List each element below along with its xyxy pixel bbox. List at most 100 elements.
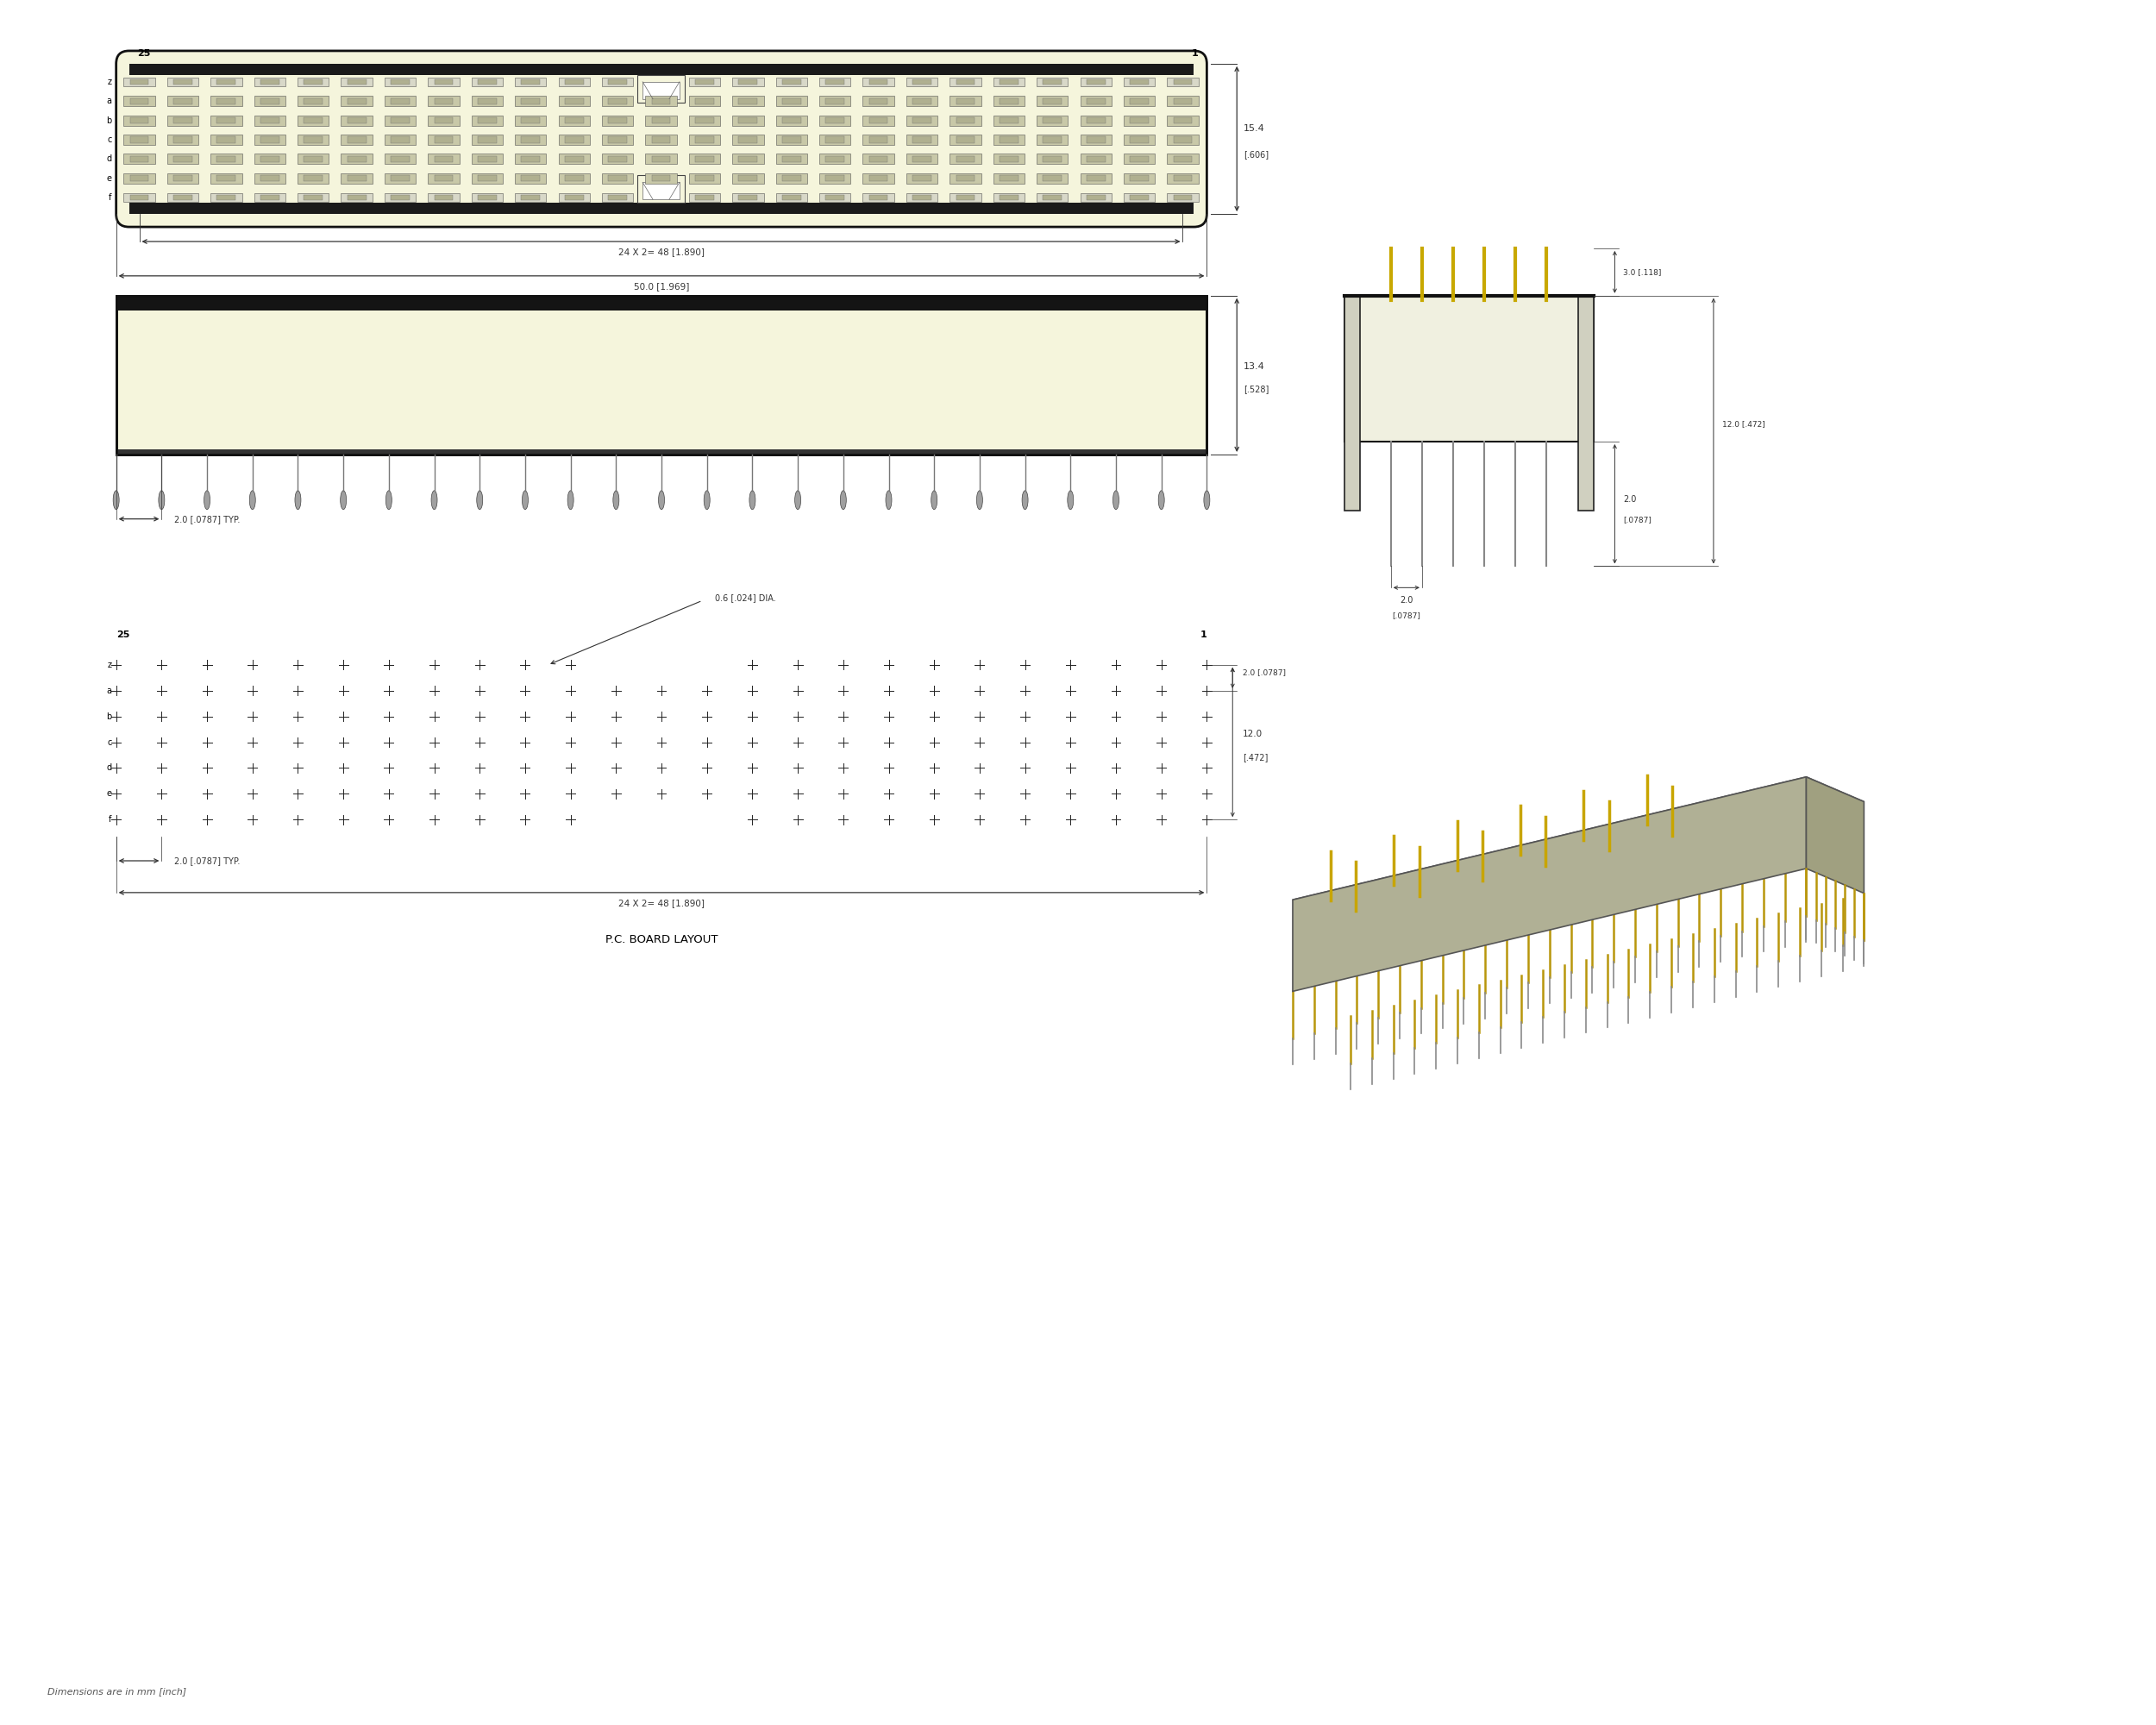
Bar [172,176,192,181]
Polygon shape [1807,776,1865,894]
Bar [1087,155,1106,162]
Bar [951,97,981,107]
Bar [515,135,545,145]
Bar [638,176,686,204]
Bar [602,97,634,107]
Bar [783,136,800,143]
Text: 12.0 [.472]: 12.0 [.472] [1723,421,1766,428]
Ellipse shape [612,490,619,509]
Bar [254,172,285,183]
Bar [1037,78,1067,86]
Bar [776,78,806,86]
Bar [994,154,1024,164]
Bar [347,117,367,124]
Bar [558,116,591,126]
Bar [172,136,192,143]
Bar [129,155,149,162]
Text: f: f [110,193,112,202]
Bar [384,97,416,107]
Bar [783,79,800,85]
Ellipse shape [522,490,528,509]
Bar [690,116,720,126]
Bar [304,98,323,104]
Bar [129,136,149,143]
Bar [994,135,1024,145]
Bar [1000,79,1018,85]
Bar [298,116,330,126]
Bar [390,136,410,143]
Bar [602,116,634,126]
Bar [1130,79,1149,85]
Bar [690,78,720,86]
Bar [390,79,410,85]
Bar [740,176,757,181]
Bar [783,117,800,124]
Bar [515,97,545,107]
Bar [261,176,278,181]
Bar [690,172,720,183]
Bar [123,193,155,202]
Bar [515,172,545,183]
Text: a: a [106,97,112,105]
Bar [1173,176,1192,181]
Bar [472,78,502,86]
Bar [433,155,453,162]
Bar [1000,98,1018,104]
Bar [819,116,852,126]
Bar [1080,172,1112,183]
Bar [912,117,931,124]
Bar [740,117,757,124]
Bar [1166,154,1199,164]
Bar [1173,136,1192,143]
FancyBboxPatch shape [116,50,1207,228]
Bar [690,154,720,164]
Bar [862,193,895,202]
Text: 25: 25 [138,48,151,57]
Bar [1166,193,1199,202]
Bar [826,155,845,162]
Text: d: d [106,764,112,773]
Bar [218,98,235,104]
Ellipse shape [250,490,254,509]
Bar [1037,116,1067,126]
Bar [1000,117,1018,124]
Bar [862,78,895,86]
Bar [906,193,938,202]
Bar [740,98,757,104]
Bar [1173,98,1192,104]
Bar [429,135,459,145]
Bar [951,193,981,202]
Bar [1130,176,1149,181]
Bar [211,116,241,126]
Bar [645,97,677,107]
Bar [1123,78,1156,86]
Bar [819,97,852,107]
Bar [429,97,459,107]
Bar [261,98,278,104]
Bar [129,98,149,104]
Bar [515,116,545,126]
Bar [429,116,459,126]
Bar [558,193,591,202]
Text: [.0787]: [.0787] [1623,516,1651,523]
Bar [1000,136,1018,143]
Text: c: c [108,738,112,747]
Bar [694,195,714,200]
Bar [955,155,975,162]
Bar [341,154,373,164]
Bar [261,155,278,162]
Bar [733,116,763,126]
Bar [826,195,845,200]
Bar [951,116,981,126]
Bar [1080,97,1112,107]
Bar [304,136,323,143]
Bar [341,78,373,86]
Text: 2.0 [.0787] TYP.: 2.0 [.0787] TYP. [175,857,239,866]
Bar [906,135,938,145]
Bar [390,98,410,104]
Text: 3.0 [.118]: 3.0 [.118] [1623,267,1662,276]
Bar [254,116,285,126]
Bar [298,78,330,86]
Bar [994,172,1024,183]
Bar [776,97,806,107]
